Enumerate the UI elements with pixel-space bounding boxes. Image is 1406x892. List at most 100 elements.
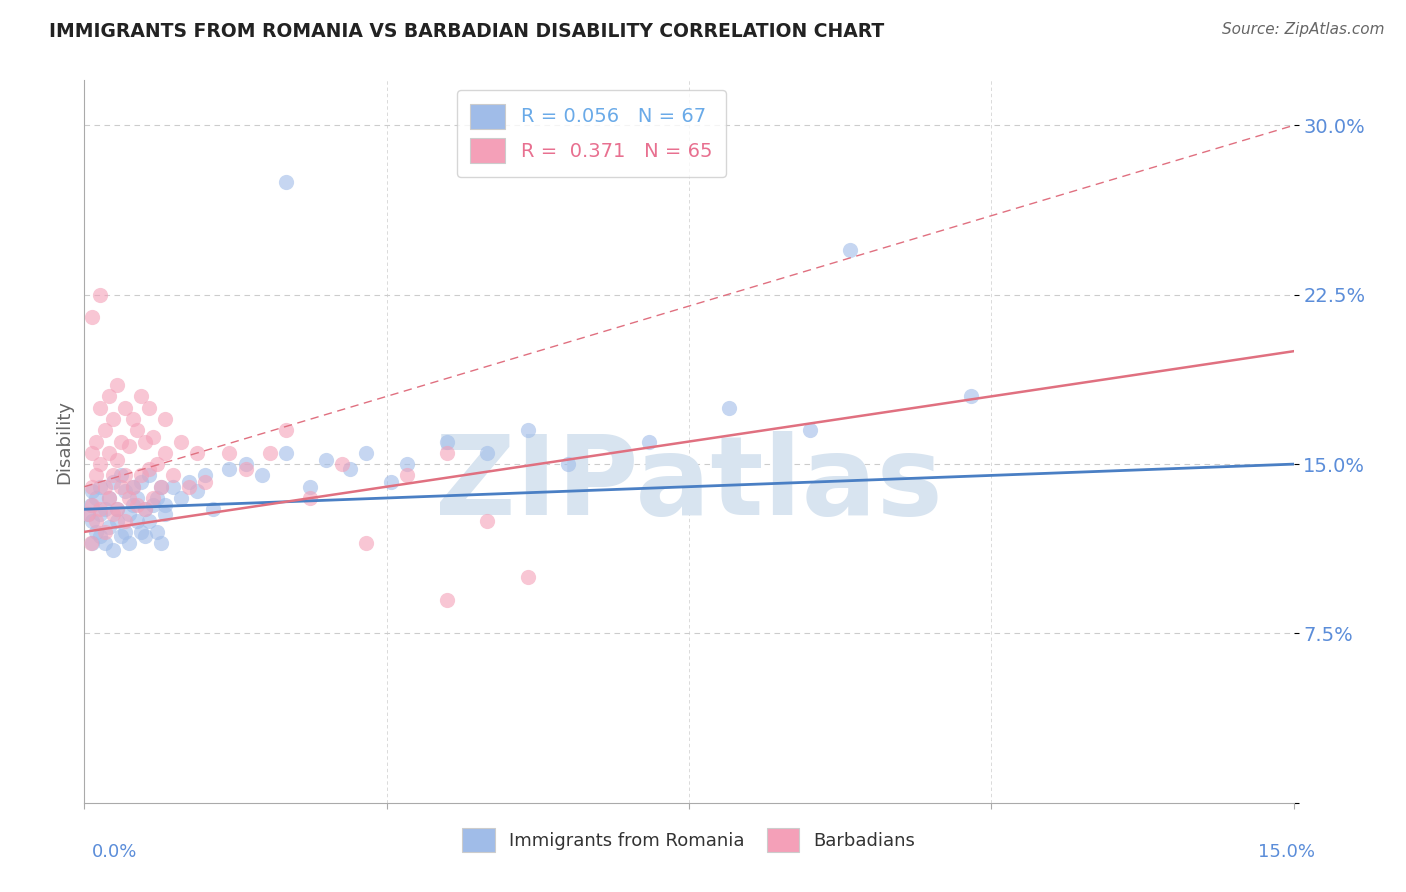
Point <box>101 542 124 557</box>
Point <box>82 484 104 499</box>
Point <box>186 446 208 460</box>
Point <box>110 434 132 449</box>
Point <box>142 430 165 444</box>
Point <box>93 536 115 550</box>
Point <box>114 484 136 499</box>
Point <box>89 507 111 521</box>
Text: 0.0%: 0.0% <box>91 843 136 861</box>
Point <box>89 529 111 543</box>
Point <box>380 475 402 490</box>
Point <box>80 498 103 512</box>
Point <box>86 514 108 528</box>
Point <box>110 468 132 483</box>
Point <box>93 423 115 437</box>
Point <box>82 446 104 460</box>
Text: 15.0%: 15.0% <box>1257 843 1315 861</box>
Point <box>121 498 143 512</box>
Point <box>436 434 458 449</box>
Point <box>218 461 240 475</box>
Point <box>162 480 184 494</box>
Point <box>86 468 108 483</box>
Point <box>194 475 217 490</box>
Text: Source: ZipAtlas.com: Source: ZipAtlas.com <box>1222 22 1385 37</box>
Point <box>101 468 124 483</box>
Point <box>235 461 257 475</box>
Point <box>125 491 148 505</box>
Point <box>153 507 176 521</box>
Point <box>89 287 111 301</box>
Point <box>138 468 160 483</box>
Point <box>839 243 862 257</box>
Point <box>162 468 184 483</box>
Point <box>146 491 169 505</box>
Point <box>153 498 176 512</box>
Point <box>82 498 104 512</box>
Point <box>395 468 418 483</box>
Point <box>118 491 141 505</box>
Point <box>339 461 361 475</box>
Y-axis label: Disability: Disability <box>55 400 73 483</box>
Point <box>101 507 124 521</box>
Point <box>134 529 156 543</box>
Point <box>557 457 579 471</box>
Point <box>477 514 499 528</box>
Point <box>97 446 120 460</box>
Point <box>146 457 169 471</box>
Point <box>259 446 281 460</box>
Point <box>89 457 111 471</box>
Point <box>101 412 124 426</box>
Point <box>97 520 120 534</box>
Point <box>110 529 132 543</box>
Point <box>134 502 156 516</box>
Point <box>218 446 240 460</box>
Point <box>179 475 201 490</box>
Point <box>82 310 104 325</box>
Point <box>97 491 120 505</box>
Point <box>97 389 120 403</box>
Point <box>718 401 741 415</box>
Point <box>121 480 143 494</box>
Point <box>129 389 152 403</box>
Text: ZIPatlas: ZIPatlas <box>434 432 943 539</box>
Point <box>86 524 108 539</box>
Point <box>477 446 499 460</box>
Point <box>330 457 353 471</box>
Point <box>516 423 538 437</box>
Point <box>93 480 115 494</box>
Point <box>186 484 208 499</box>
Point <box>142 491 165 505</box>
Point <box>105 452 128 467</box>
Point <box>129 475 152 490</box>
Point <box>125 498 148 512</box>
Point <box>118 536 141 550</box>
Point <box>82 480 104 494</box>
Legend: Immigrants from Romania, Barbadians: Immigrants from Romania, Barbadians <box>456 822 922 859</box>
Point <box>134 502 156 516</box>
Point <box>356 536 378 550</box>
Point <box>315 452 337 467</box>
Point <box>395 457 418 471</box>
Point <box>93 502 115 516</box>
Point <box>77 507 100 521</box>
Point <box>299 491 322 505</box>
Point <box>89 401 111 415</box>
Point <box>202 502 225 516</box>
Point <box>114 468 136 483</box>
Point <box>274 175 297 189</box>
Point <box>118 439 141 453</box>
Text: IMMIGRANTS FROM ROMANIA VS BARBADIAN DISABILITY CORRELATION CHART: IMMIGRANTS FROM ROMANIA VS BARBADIAN DIS… <box>49 22 884 41</box>
Point <box>114 401 136 415</box>
Point <box>138 401 160 415</box>
Point <box>637 434 659 449</box>
Point <box>235 457 257 471</box>
Point <box>149 480 172 494</box>
Point <box>101 475 124 490</box>
Point <box>93 524 115 539</box>
Point <box>356 446 378 460</box>
Point <box>105 502 128 516</box>
Point <box>80 536 103 550</box>
Point <box>250 468 273 483</box>
Point <box>138 514 160 528</box>
Point <box>170 434 193 449</box>
Point <box>97 491 120 505</box>
